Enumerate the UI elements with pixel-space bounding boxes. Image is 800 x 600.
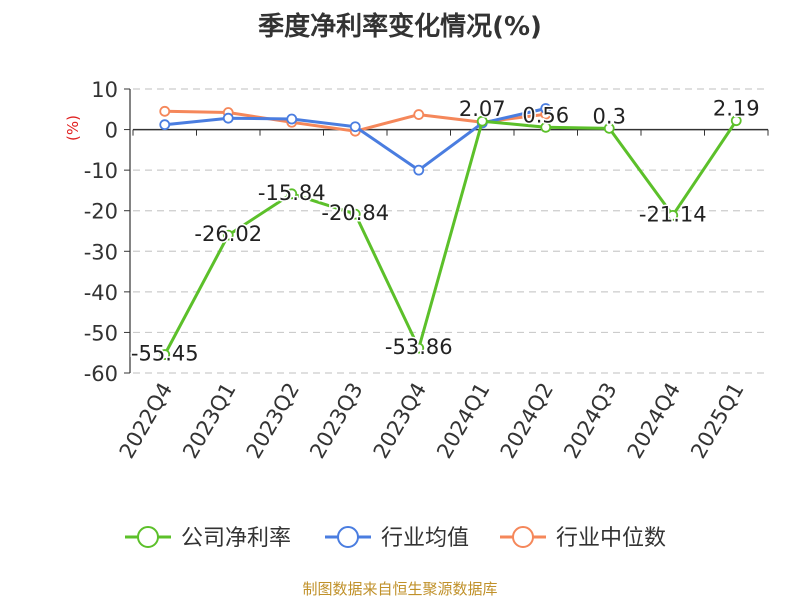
data-label-layer: -55.45 -26.02 -15.84-20.84 -53.86 2.07 0.56 0.…: [129, 95, 761, 367]
legend-item: 行业中位数: [500, 526, 666, 551]
data-point: [222, 112, 234, 124]
data-point: [603, 122, 615, 134]
x-tick-label: 2025Q1: [686, 379, 748, 463]
legend-label: 行业中位数: [556, 526, 666, 551]
data-point: [667, 209, 679, 221]
legend-label: 行业均值: [381, 526, 469, 551]
data-point: [413, 164, 425, 176]
legend-swatch-marker: [137, 526, 159, 548]
data-label: -53.86: [385, 335, 453, 359]
data-label: -26.02: [194, 222, 262, 246]
y-tick-label: 10: [91, 78, 118, 102]
data-source-note: 制图数据来自恒生聚源数据库: [302, 580, 498, 598]
data-point: [540, 103, 552, 114]
x-tick-label: 2024Q2: [496, 379, 558, 463]
x-tick-label: 2024Q1: [432, 379, 494, 463]
y-axis-label: (%): [64, 115, 82, 141]
legend-item: 行业均值: [325, 526, 469, 551]
data-point: [413, 109, 425, 120]
data-label: -55.45: [131, 342, 199, 366]
data-point: [413, 342, 425, 354]
legend: 公司净利率 行业均值 行业中位数: [125, 526, 666, 551]
data-point: [159, 349, 171, 360]
x-tick-label: 2023Q4: [369, 379, 431, 463]
data-point: [222, 229, 234, 241]
x-tick-label: 2024Q3: [559, 379, 621, 463]
data-point: [349, 121, 361, 133]
data-label: 2.19: [713, 97, 760, 121]
x-tick-label: 2023Q2: [242, 379, 304, 463]
x-tick-label: 2024Q4: [623, 379, 685, 463]
y-tick-label: -30: [84, 240, 118, 264]
data-point: [349, 208, 361, 220]
y-tick-label: -40: [84, 281, 118, 305]
chart-title: 季度净利率变化情况(%): [258, 12, 542, 42]
data-label: 0.56: [522, 103, 569, 127]
legend-swatch-marker: [337, 526, 359, 548]
data-point: [159, 105, 171, 117]
legend-label: 公司净利率: [181, 526, 291, 551]
y-tick-label: 0: [105, 119, 118, 143]
data-point: [286, 188, 298, 200]
x-tick-label: 2022Q4: [115, 379, 177, 463]
series-layer: [159, 103, 742, 360]
data-label: -21.14: [639, 202, 707, 226]
data-point: [730, 115, 742, 127]
y-tick-label: -10: [84, 159, 118, 183]
grid-layer: [133, 88, 768, 374]
y-tick-label: -60: [84, 362, 118, 386]
data-point: [540, 121, 552, 133]
data-label: 2.07: [459, 97, 506, 121]
legend-item: 公司净利率: [125, 526, 291, 551]
data-point: [286, 113, 298, 125]
y-tick-label: -20: [84, 200, 118, 224]
data-label: -15.84: [258, 181, 326, 205]
data-label: -20.84: [321, 201, 389, 225]
y-tick-label: -50: [84, 321, 118, 345]
x-tick-label: 2023Q3: [305, 379, 367, 463]
data-label: 0.3: [593, 104, 626, 128]
data-point: [159, 119, 171, 131]
x-tick-label: 2023Q1: [178, 379, 240, 463]
data-point: [476, 115, 488, 127]
legend-swatch-marker: [512, 526, 534, 548]
series-line-0: [163, 119, 738, 356]
